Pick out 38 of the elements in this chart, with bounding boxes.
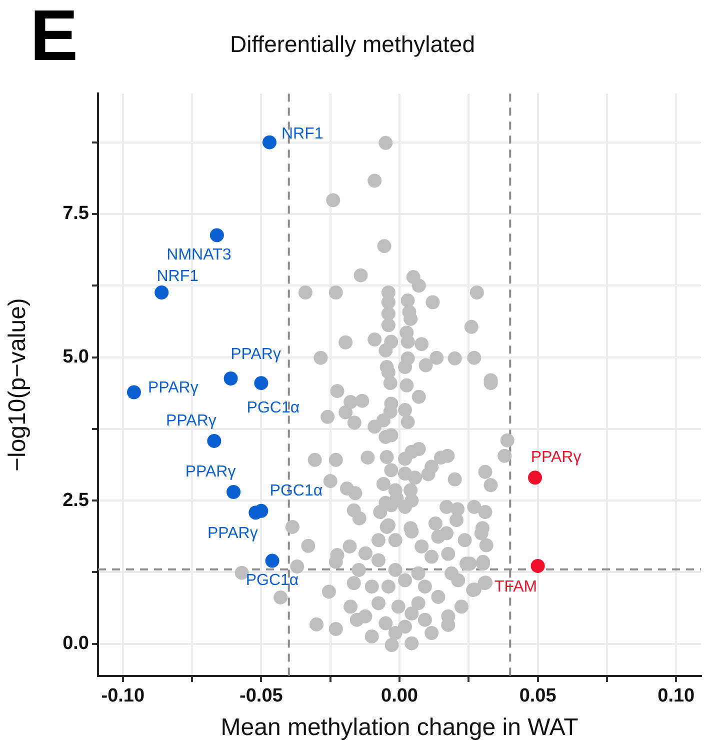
annotation: TFAM <box>494 578 538 596</box>
annotation: PGC1α <box>246 572 299 590</box>
annotation: PPARγ <box>185 463 236 480</box>
point <box>262 135 276 150</box>
point <box>226 484 241 499</box>
point <box>154 286 169 300</box>
x-tick-label: 0.05 <box>519 686 557 707</box>
point <box>528 470 542 485</box>
annotation: PPARγ <box>230 346 281 363</box>
x-axis-title: Mean methylation change in WAT <box>220 714 579 742</box>
annotation: NRF1 <box>156 268 199 285</box>
point <box>207 434 222 448</box>
annotation: PPARγ <box>530 449 582 466</box>
annotation: PGC1α <box>246 399 300 416</box>
point <box>248 506 263 520</box>
point <box>254 376 268 390</box>
x-tick-label: 0.10 <box>658 686 695 707</box>
annotation: PGC1α <box>270 482 323 500</box>
y-tick-label: 7.5 <box>62 203 90 224</box>
x-tick-label: -0.10 <box>101 686 145 707</box>
text: E <box>30 0 78 76</box>
annotation: NRF1 <box>281 126 324 143</box>
point <box>265 554 280 568</box>
y-tick-label: 0.0 <box>62 633 89 654</box>
point <box>224 371 238 386</box>
annotation: NMNAT3 <box>166 246 232 264</box>
point <box>126 385 141 400</box>
x-tick-label: -0.05 <box>240 686 284 707</box>
annotation: PPARγ <box>166 412 216 430</box>
chart-title: Differentially methylated <box>230 31 476 58</box>
annotation: PPARγ <box>148 380 198 397</box>
point <box>530 558 545 573</box>
y-tick-label: 2.5 <box>62 490 90 511</box>
y-tick-label: 5.0 <box>62 346 89 368</box>
x-tick-label: 0.00 <box>381 686 418 707</box>
annotation: PPARγ <box>207 525 258 542</box>
y-axis-title: −log10(p−value) <box>4 298 32 472</box>
point <box>210 228 224 242</box>
